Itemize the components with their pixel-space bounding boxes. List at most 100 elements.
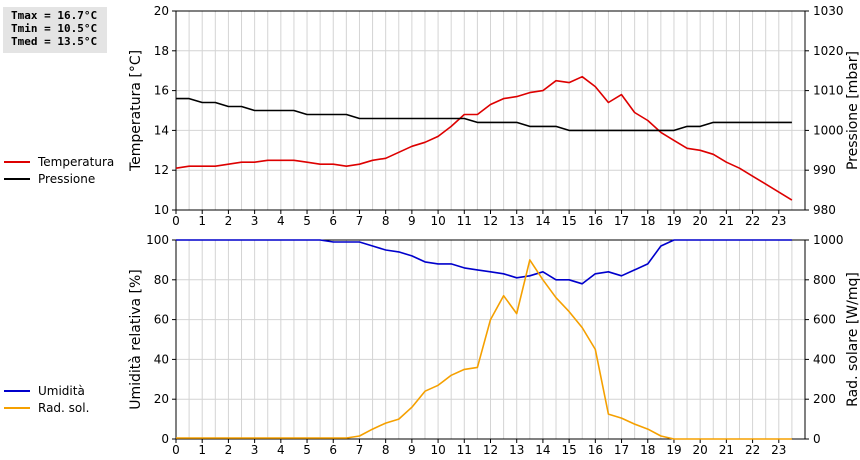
top-ytick-right-label: 1010 <box>813 84 844 98</box>
bottom-ytick-right-label: 800 <box>813 273 836 287</box>
top-series-pressione <box>176 97 792 132</box>
bottom-xtick-label: 10 <box>430 443 445 457</box>
legend-item-radsol: Rad. sol. <box>4 399 89 416</box>
legend-swatch-temperatura <box>4 160 30 163</box>
bottom-xtick-label: 1 <box>198 443 206 457</box>
bottom-xtick-label: 6 <box>329 443 337 457</box>
top-xtick-label: 7 <box>356 214 364 228</box>
bottom-xtick-label: 9 <box>408 443 416 457</box>
top-xtick-label: 3 <box>251 214 259 228</box>
bottom-xtick-label: 0 <box>172 443 180 457</box>
legend-top: Temperatura Pressione <box>4 153 114 187</box>
bottom-xtick-label: 16 <box>588 443 603 457</box>
top-xtick-label: 5 <box>303 214 311 228</box>
bottom-xtick-label: 22 <box>745 443 760 457</box>
bottom-series-rad-sol <box>176 259 792 440</box>
bottom-ytick-right-label: 600 <box>813 313 836 327</box>
top-plot-frame <box>175 10 806 211</box>
bottom-xtick-label: 21 <box>719 443 734 457</box>
bottom-xtick-label: 2 <box>225 443 233 457</box>
top-ytick-right-label: 980 <box>813 203 836 217</box>
bottom-xtick-label: 13 <box>509 443 524 457</box>
legend-bottom: Umidità Rad. sol. <box>4 382 89 416</box>
legend-item-temperatura: Temperatura <box>4 153 114 170</box>
bottom-xtick-label: 12 <box>483 443 498 457</box>
legend-swatch-pressione <box>4 177 30 180</box>
top-xtick-label: 8 <box>382 214 390 228</box>
bottom-xtick-label: 11 <box>457 443 472 457</box>
bottom-ytick-right-label: 0 <box>813 432 821 446</box>
top-ytick-right-label: 1020 <box>813 44 844 58</box>
bottom-ytick-right-label: 1000 <box>813 233 844 247</box>
bottom-ytick-left-label: 0 <box>161 432 169 446</box>
bottom-ytick-left-label: 100 <box>146 233 169 247</box>
top-xtick-label: 15 <box>561 214 576 228</box>
tmed-label: Tmed = 13.5°C <box>11 35 98 48</box>
stats-box: Tmax = 16.7°C Tmin = 10.5°C Tmed = 13.5°… <box>3 7 107 53</box>
top-series-temperatura <box>175 75 793 201</box>
top-xtick-label: 13 <box>509 214 524 228</box>
top-xtick-label: 12 <box>483 214 498 228</box>
top-ylabel-right: Pressione [mbar] <box>845 51 860 170</box>
legend-label-temperatura: Temperatura <box>38 154 115 169</box>
top-xtick-label: 1 <box>198 214 206 228</box>
bottom-xtick-label: 23 <box>771 443 786 457</box>
top-ylabel-left: Temperatura [°C] <box>128 50 144 172</box>
bottom-xtick-label: 7 <box>356 443 364 457</box>
top-xtick-label: 2 <box>225 214 233 228</box>
legend-label-pressione: Pressione <box>38 171 96 186</box>
top-ytick-left-label: 10 <box>154 203 169 217</box>
legend-swatch-radsol <box>4 406 30 409</box>
bottom-ytick-right-label: 400 <box>813 352 836 366</box>
top-xtick-label: 20 <box>693 214 708 228</box>
legend-swatch-umidita <box>4 389 30 392</box>
bottom-ytick-left-label: 60 <box>154 313 169 327</box>
top-xtick-label: 4 <box>277 214 285 228</box>
top-ytick-left-label: 18 <box>154 44 169 58</box>
top-ytick-right-label: 1030 <box>813 4 844 18</box>
bottom-xtick-label: 18 <box>640 443 655 457</box>
top-xtick-label: 6 <box>329 214 337 228</box>
top-xtick-label: 11 <box>457 214 472 228</box>
bottom-xtick-label: 15 <box>561 443 576 457</box>
top-xtick-label: 14 <box>535 214 550 228</box>
tmax-label: Tmax = 16.7°C <box>11 9 98 22</box>
top-ytick-left-label: 20 <box>154 4 169 18</box>
legend-label-radsol: Rad. sol. <box>38 400 90 415</box>
bottom-ytick-left-label: 20 <box>154 392 169 406</box>
bottom-ytick-left-label: 80 <box>154 273 169 287</box>
bottom-xtick-label: 5 <box>303 443 311 457</box>
top-xtick-label: 23 <box>771 214 786 228</box>
top-xtick-label: 19 <box>666 214 681 228</box>
bottom-plot-frame <box>175 239 806 440</box>
bottom-xtick-label: 17 <box>614 443 629 457</box>
top-xtick-label: 16 <box>588 214 603 228</box>
bottom-xtick-label: 20 <box>693 443 708 457</box>
legend-item-umidita: Umidità <box>4 382 89 399</box>
top-ytick-right-label: 1000 <box>813 123 844 137</box>
legend-label-umidita: Umidità <box>38 383 85 398</box>
top-ytick-right-label: 990 <box>813 163 836 177</box>
top-xtick-label: 9 <box>408 214 416 228</box>
top-xtick-label: 22 <box>745 214 760 228</box>
bottom-xtick-label: 4 <box>277 443 285 457</box>
top-xtick-label: 17 <box>614 214 629 228</box>
top-xtick-label: 10 <box>430 214 445 228</box>
bottom-ytick-right-label: 200 <box>813 392 836 406</box>
bottom-xtick-label: 19 <box>666 443 681 457</box>
bottom-ytick-left-label: 40 <box>154 352 169 366</box>
tmin-label: Tmin = 10.5°C <box>11 22 98 35</box>
top-xtick-label: 21 <box>719 214 734 228</box>
top-ytick-left-label: 16 <box>154 84 169 98</box>
bottom-series-umidit <box>176 239 792 285</box>
bottom-ylabel-right: Rad. solare [W/mq] <box>845 272 860 407</box>
bottom-xtick-label: 8 <box>382 443 390 457</box>
top-ytick-left-label: 12 <box>154 163 169 177</box>
bottom-xtick-label: 14 <box>535 443 550 457</box>
top-ytick-left-label: 14 <box>154 123 169 137</box>
top-xtick-label: 0 <box>172 214 180 228</box>
top-xtick-label: 18 <box>640 214 655 228</box>
legend-item-pressione: Pressione <box>4 170 114 187</box>
bottom-xtick-label: 3 <box>251 443 259 457</box>
